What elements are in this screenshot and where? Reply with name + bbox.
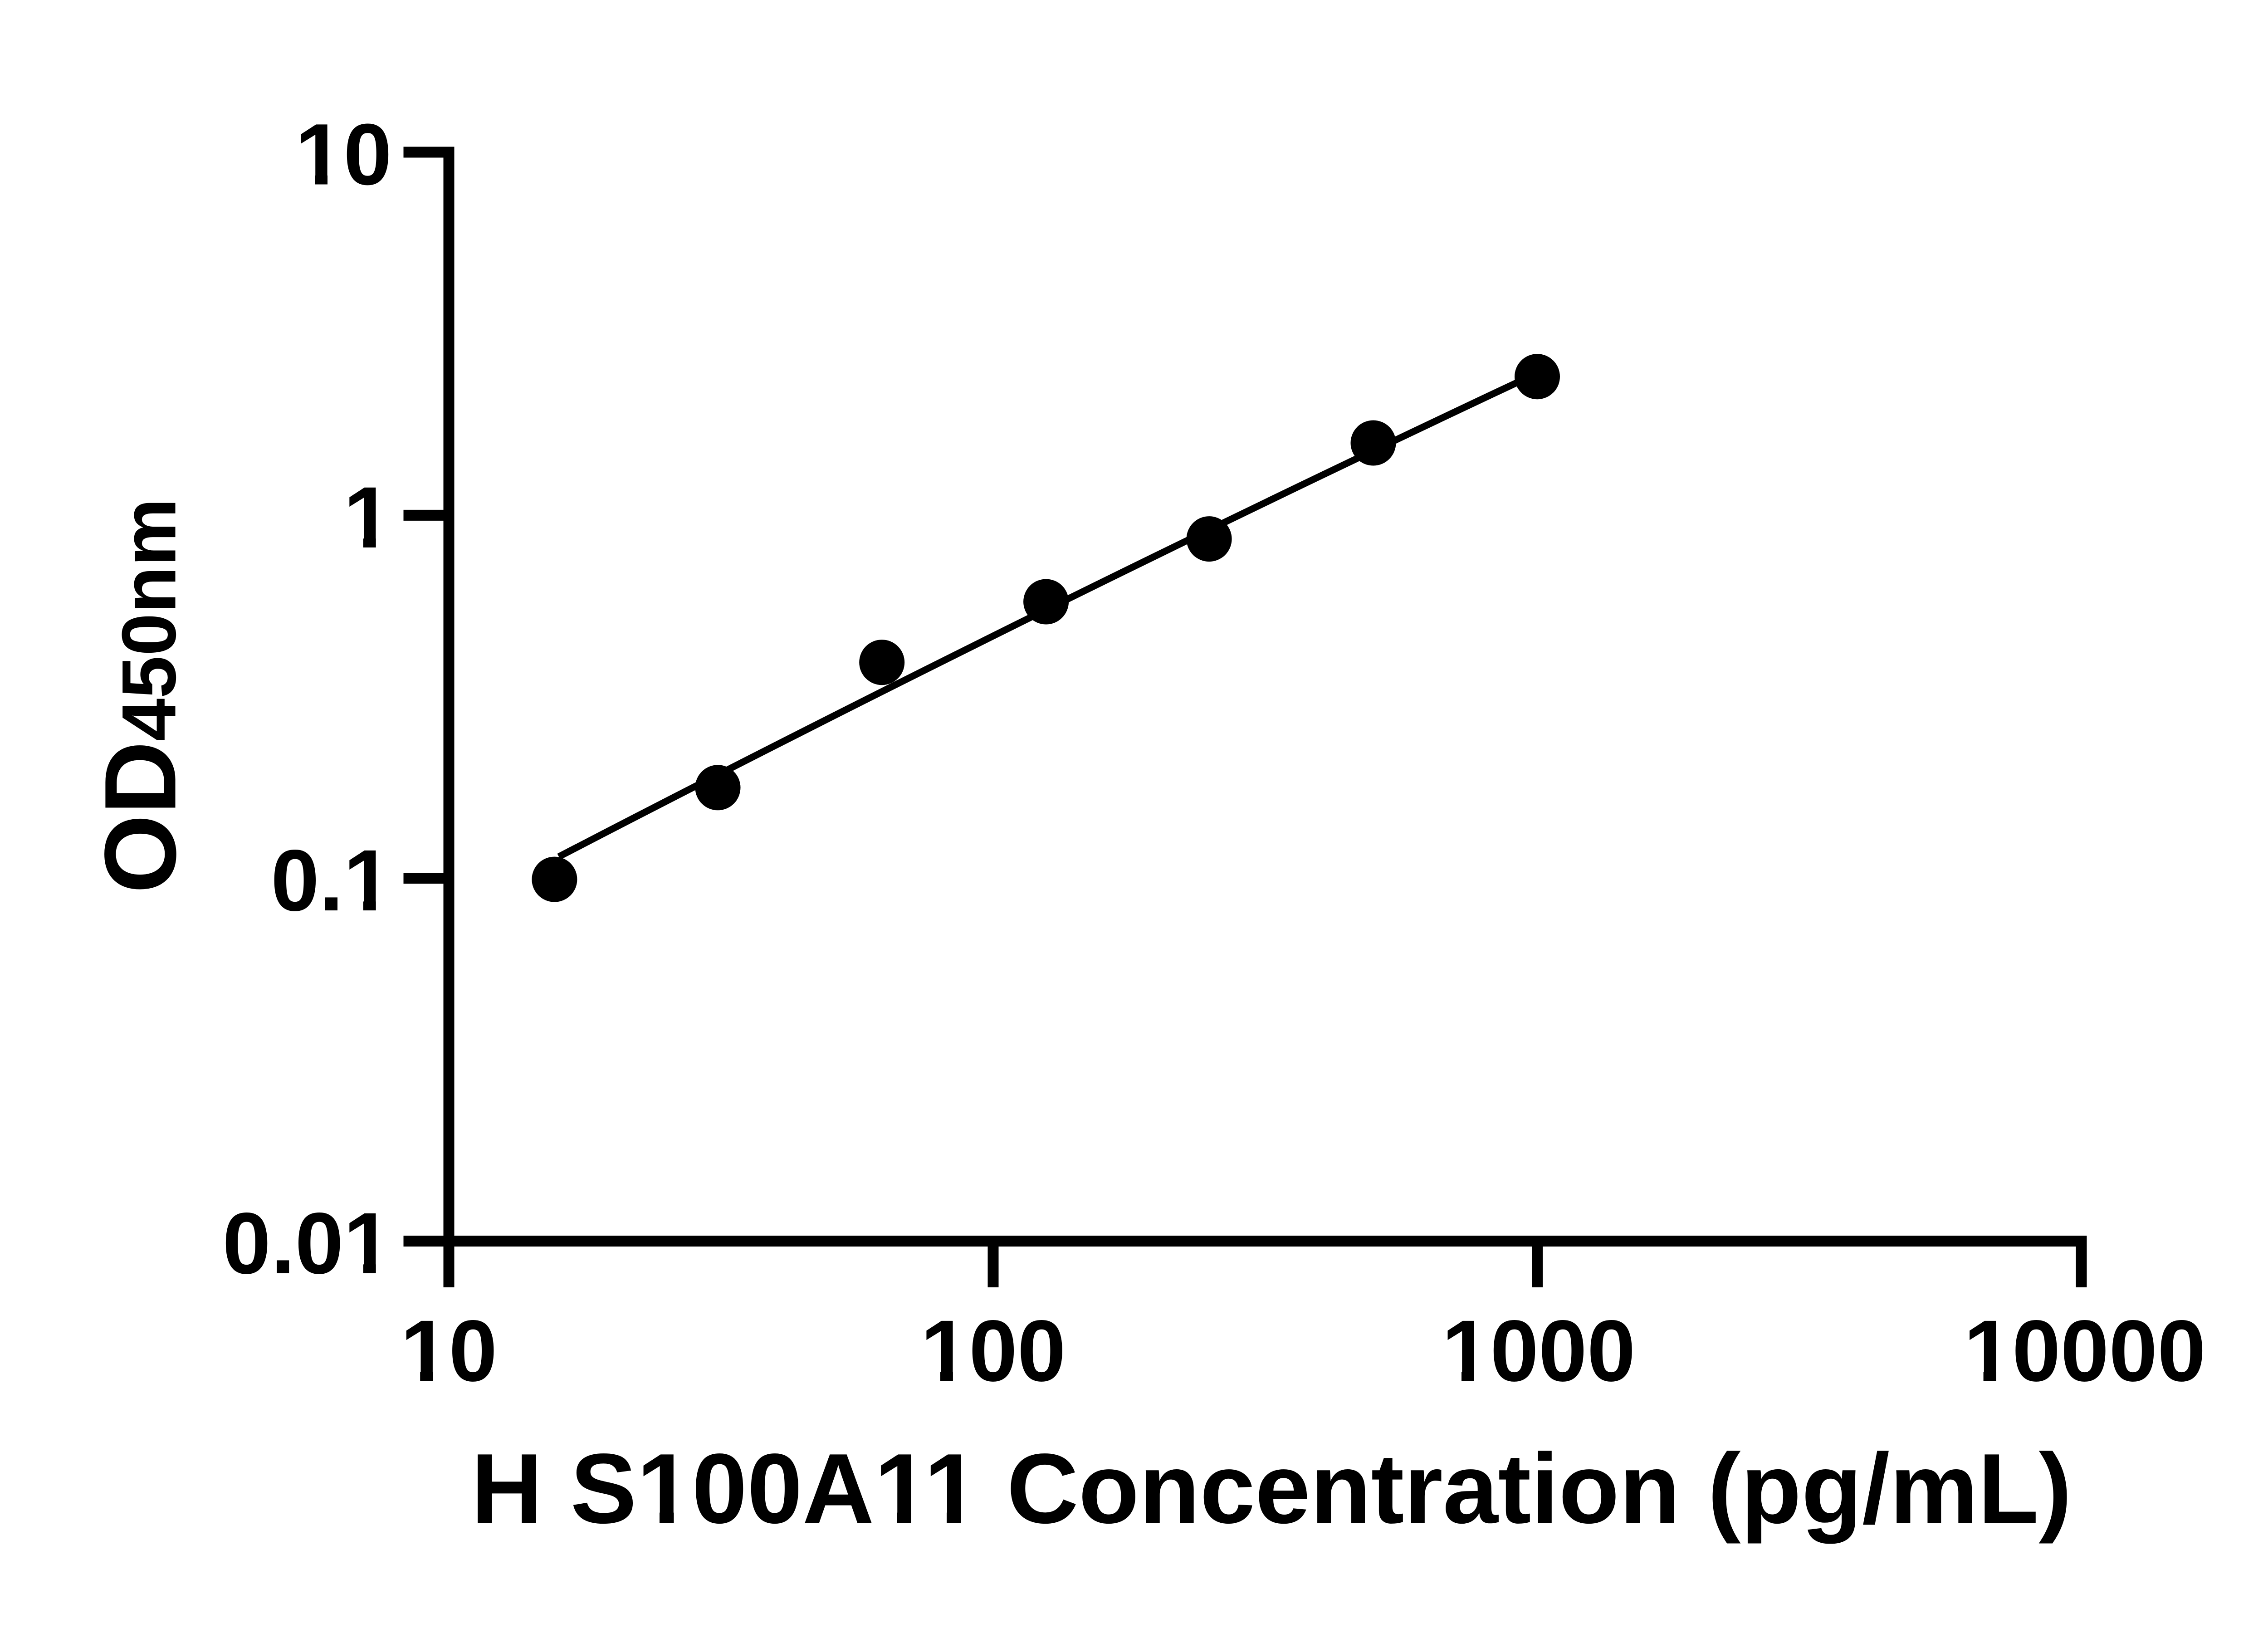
svg-text:H S100A11 Concentration (pg/mL: H S100A11 Concentration (pg/mL) — [471, 1433, 2072, 1544]
svg-text:1000: 1000 — [1442, 1302, 1635, 1399]
svg-text:10000: 10000 — [1964, 1302, 2206, 1399]
svg-text:0.1: 0.1 — [271, 831, 392, 929]
svg-text:10: 10 — [295, 106, 392, 203]
svg-text:OD450nm: OD450nm — [84, 498, 197, 893]
svg-text:100: 100 — [920, 1302, 1066, 1399]
svg-text:10: 10 — [401, 1302, 498, 1399]
svg-text:1: 1 — [343, 469, 392, 566]
svg-text:0.01: 0.01 — [222, 1194, 392, 1292]
